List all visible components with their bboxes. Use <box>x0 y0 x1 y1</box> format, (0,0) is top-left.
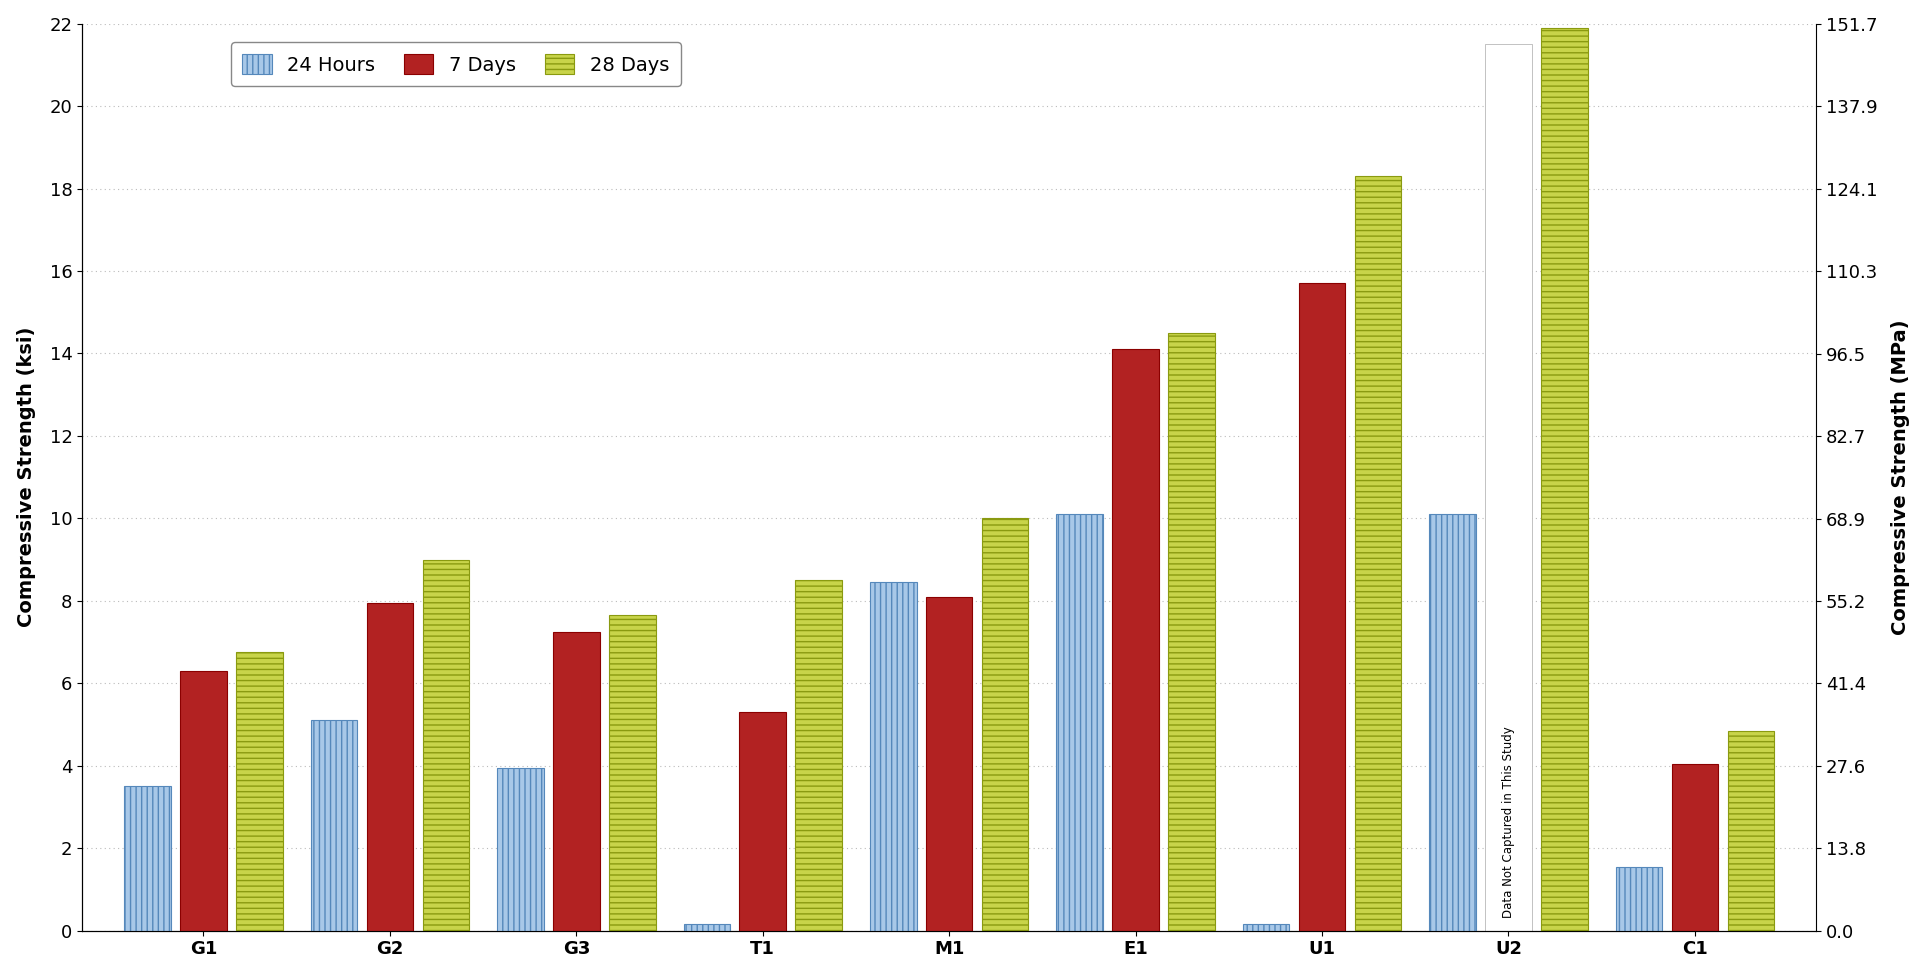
Y-axis label: Compressive Strength (ksi): Compressive Strength (ksi) <box>17 327 37 627</box>
Bar <box>1112 349 1158 930</box>
Bar <box>1671 763 1719 930</box>
Bar <box>237 652 283 930</box>
Bar <box>925 597 973 930</box>
Bar <box>1542 28 1588 930</box>
Legend: 24 Hours, 7 Days, 28 Days: 24 Hours, 7 Days, 28 Days <box>231 43 680 87</box>
Bar <box>1056 514 1102 930</box>
Bar <box>796 580 842 930</box>
Bar <box>1615 867 1663 930</box>
Bar <box>609 615 655 930</box>
Bar <box>1243 924 1289 930</box>
Bar <box>1727 730 1775 930</box>
Bar <box>1299 284 1345 930</box>
Bar <box>123 786 172 930</box>
Bar <box>179 671 227 930</box>
Bar <box>310 721 356 930</box>
Bar <box>740 712 786 930</box>
Bar <box>684 924 730 930</box>
Bar <box>1430 514 1476 930</box>
Bar <box>983 519 1029 930</box>
Bar <box>422 560 468 930</box>
Bar <box>497 767 543 930</box>
Bar <box>366 603 412 930</box>
Bar <box>1486 44 1532 930</box>
Bar <box>1355 176 1401 930</box>
Bar <box>869 582 917 930</box>
Bar <box>553 632 599 930</box>
Y-axis label: Compressive Strength (MPa): Compressive Strength (MPa) <box>1890 320 1910 635</box>
Bar <box>1168 332 1214 930</box>
Text: Data Not Captured in This Study: Data Not Captured in This Study <box>1501 726 1515 918</box>
